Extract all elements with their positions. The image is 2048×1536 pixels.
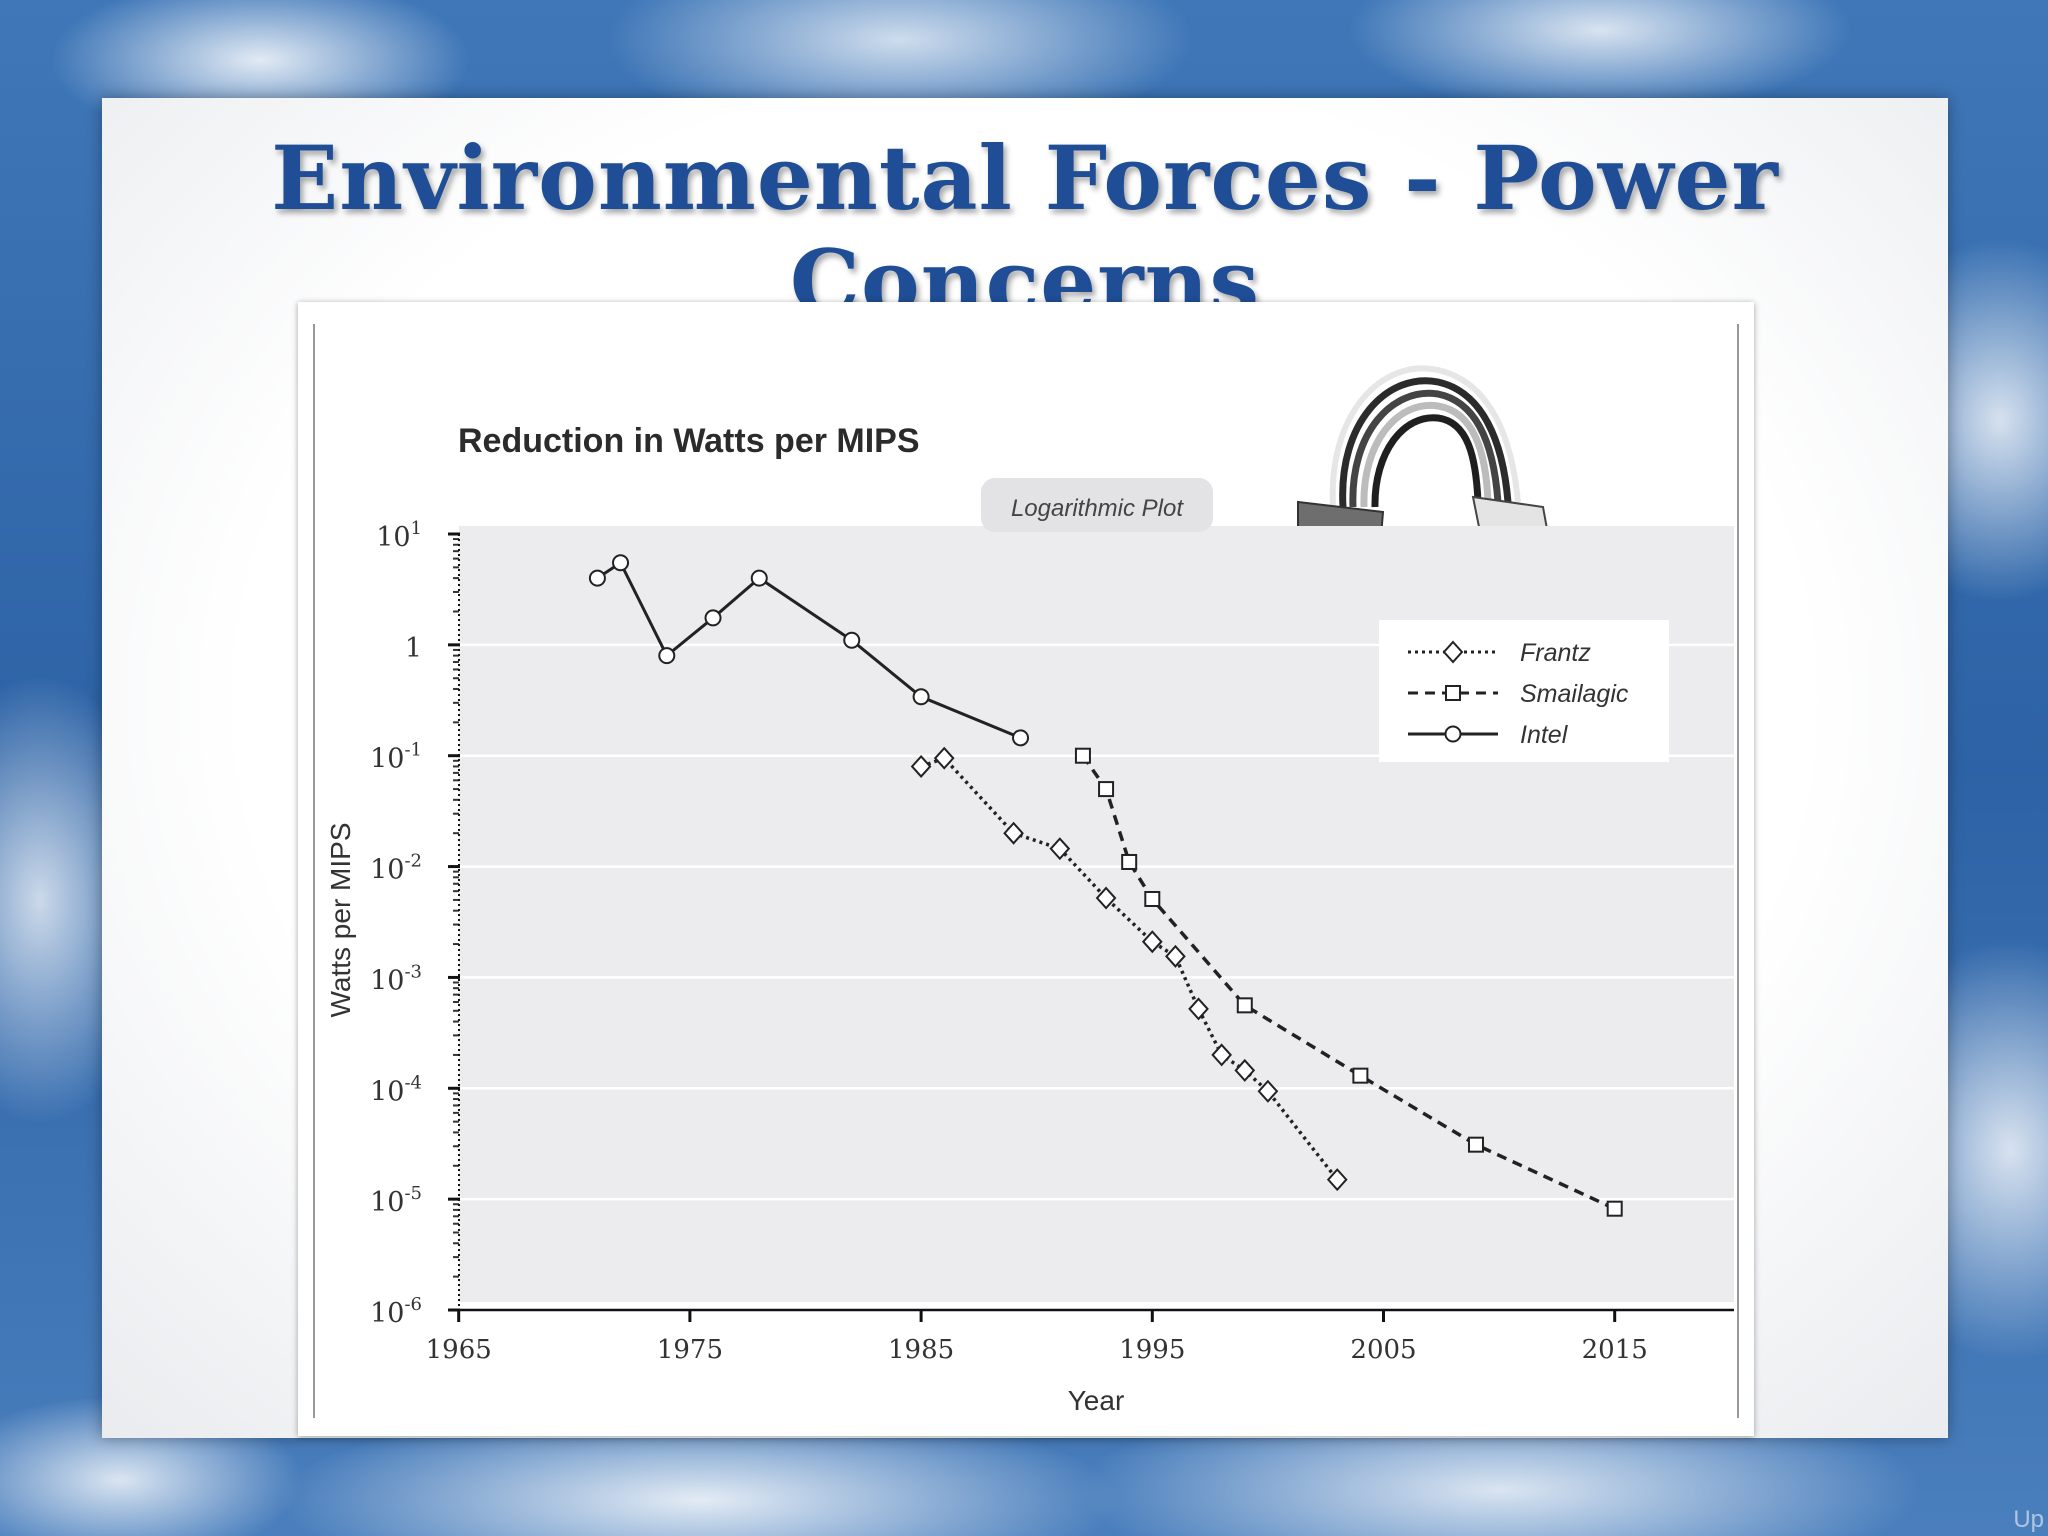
- log-plot-badge-label: Logarithmic Plot: [1011, 495, 1184, 522]
- y-tick-label: 10-3: [370, 961, 422, 996]
- circle-point: [1012, 729, 1030, 747]
- circle-point: [750, 569, 768, 587]
- square-point: [1098, 781, 1115, 798]
- circle-point: [912, 688, 930, 706]
- square-point: [1144, 890, 1161, 907]
- legend-label: Frantz: [1520, 639, 1591, 667]
- legend: Frantz Smailagic Intel: [1379, 620, 1669, 762]
- x-tick-label: 1995: [1119, 1335, 1185, 1365]
- series-frantz: [910, 746, 1348, 1192]
- diamond-point: [1234, 1058, 1256, 1082]
- slide: Environmental Forces - Power Concerns: [102, 98, 1948, 1438]
- y-tick-label: 10-4: [370, 1072, 422, 1107]
- diamond-point: [1095, 886, 1117, 910]
- legend-label: Intel: [1520, 721, 1569, 749]
- chart-figure: Logarithmic Plot Reduction in Watts per …: [298, 302, 1754, 1436]
- diamond-point: [1257, 1079, 1279, 1103]
- legend-item-frantz: Frantz: [1408, 639, 1591, 667]
- diamond-point: [1049, 837, 1071, 861]
- diamond-point: [1165, 944, 1186, 968]
- y-tick-label: 1: [405, 633, 422, 664]
- series-smailagic: [1074, 747, 1623, 1217]
- x-tick-label: 2015: [1582, 1335, 1648, 1365]
- series-line-smailagic: [1081, 754, 1616, 1211]
- diamond-point: [933, 746, 955, 770]
- square-point: [1121, 853, 1138, 870]
- square-point: [1352, 1067, 1369, 1084]
- diamond-point: [1141, 930, 1163, 954]
- x-tick-label: 1975: [657, 1335, 723, 1365]
- x-tick-label: 1965: [426, 1335, 492, 1365]
- corner-text: Up: [2013, 1506, 2044, 1533]
- legend-label: Smailagic: [1520, 680, 1629, 708]
- circle-point: [843, 631, 861, 649]
- chart-svg: Logarithmic Plot Reduction in Watts per …: [313, 324, 1739, 1418]
- diamond-point: [1211, 1043, 1233, 1067]
- y-axis-label: Watts per MIPS: [325, 822, 356, 1017]
- circle-point: [612, 554, 630, 572]
- diamond-point: [910, 754, 932, 778]
- y-tick-label: 101: [376, 518, 422, 553]
- diamond-point: [1326, 1168, 1348, 1192]
- x-tick-label: 2005: [1350, 1335, 1416, 1365]
- diamond-point: [1003, 821, 1024, 845]
- square-point: [1074, 747, 1091, 764]
- series: [588, 554, 1623, 1217]
- square-point: [1606, 1200, 1623, 1217]
- legend-item-smailagic: Smailagic: [1408, 680, 1629, 708]
- grid-lines: [459, 643, 1734, 1201]
- slide-title: Environmental Forces - Power Concerns: [271, 126, 1779, 334]
- y-tick-label: 10-2: [370, 851, 422, 886]
- series-intel: [588, 554, 1030, 747]
- x-axis-label: Year: [1068, 1385, 1125, 1416]
- y-tick-label: 10-5: [370, 1183, 422, 1218]
- y-tick-label: 10-1: [370, 740, 422, 775]
- legend-marker: [1444, 725, 1462, 743]
- legend-box: [1379, 620, 1669, 762]
- chart-title: Reduction in Watts per MIPS: [458, 422, 920, 460]
- circle-point: [588, 569, 606, 587]
- y-tick-label: 10-6: [370, 1294, 422, 1329]
- x-tick-label: 1985: [888, 1335, 954, 1365]
- legend-marker: [1442, 640, 1464, 664]
- log-plot-badge: [981, 478, 1213, 532]
- circle-point: [704, 609, 722, 627]
- legend-marker: [1445, 685, 1461, 701]
- circle-point: [658, 647, 676, 665]
- square-point: [1467, 1136, 1484, 1153]
- diamond-point: [1188, 997, 1209, 1021]
- legend-item-intel: Intel: [1408, 721, 1569, 749]
- series-line-intel: [596, 560, 1022, 740]
- square-point: [1236, 997, 1253, 1014]
